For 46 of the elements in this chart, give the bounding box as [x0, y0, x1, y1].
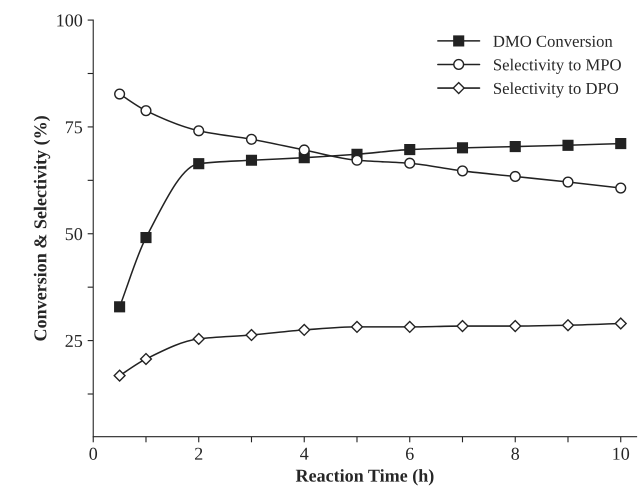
point [114, 88, 126, 100]
point [245, 328, 258, 342]
x-tick-label: 2 [195, 448, 202, 460]
point [456, 165, 468, 176]
x-tick-label: 6 [406, 448, 414, 460]
point [350, 320, 364, 334]
point [246, 134, 258, 145]
legend-label: Selectivity to DPO [494, 82, 618, 98]
y-axis-title: Conversion & Selectivity (%) [34, 116, 50, 341]
point [562, 140, 574, 151]
point [114, 301, 126, 312]
legend-label: DMO Conversion [493, 36, 613, 47]
point [193, 125, 204, 136]
point [298, 144, 310, 156]
point [192, 332, 205, 345]
point [404, 144, 416, 156]
point [614, 317, 627, 330]
point [615, 138, 626, 150]
point [114, 370, 126, 382]
point [193, 158, 204, 170]
x-tick-label: 4 [300, 448, 308, 460]
point [140, 352, 152, 366]
point [246, 154, 258, 166]
point [140, 105, 152, 116]
point [351, 154, 363, 166]
point [510, 141, 521, 152]
point [404, 158, 416, 169]
x-tick-label: 8 [511, 448, 520, 460]
point [456, 320, 469, 332]
point [456, 142, 468, 154]
y-tick-label: 75 [66, 121, 82, 134]
x-tick-label: 10 [613, 448, 630, 460]
point [510, 170, 521, 182]
point [298, 324, 310, 336]
y-tick-label: 100 [57, 14, 82, 27]
x-tick-label: 0 [89, 448, 98, 460]
point [140, 232, 152, 244]
y-tick-label: 25 [66, 334, 82, 348]
point [562, 319, 574, 332]
point [615, 182, 626, 194]
point [562, 176, 574, 188]
x-axis-title: Reaction Time (h) [296, 469, 434, 486]
legend-label: Selectivity to MPO [494, 58, 621, 74]
point [404, 320, 416, 334]
point [509, 320, 522, 332]
y-tick-label: 50 [66, 228, 82, 240]
